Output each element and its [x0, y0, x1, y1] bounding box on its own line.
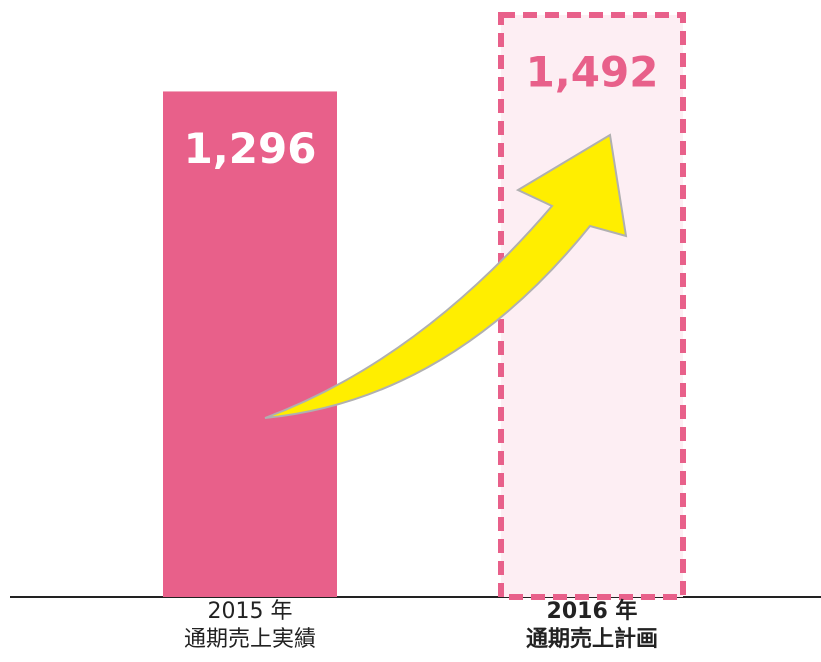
x-tick-label: 通期売上計画: [526, 626, 658, 652]
value-label: 1,296: [184, 124, 317, 173]
growth-arrow: [264, 133, 628, 419]
bars: [163, 12, 686, 600]
bar: [163, 91, 337, 598]
bar: [498, 12, 686, 600]
x-tick-label: 通期売上実績: [184, 627, 316, 652]
value-label: 1,492: [526, 48, 659, 97]
x-tick-label: 2015 年: [208, 599, 293, 624]
x-tick-label: 2016 年: [547, 598, 638, 624]
